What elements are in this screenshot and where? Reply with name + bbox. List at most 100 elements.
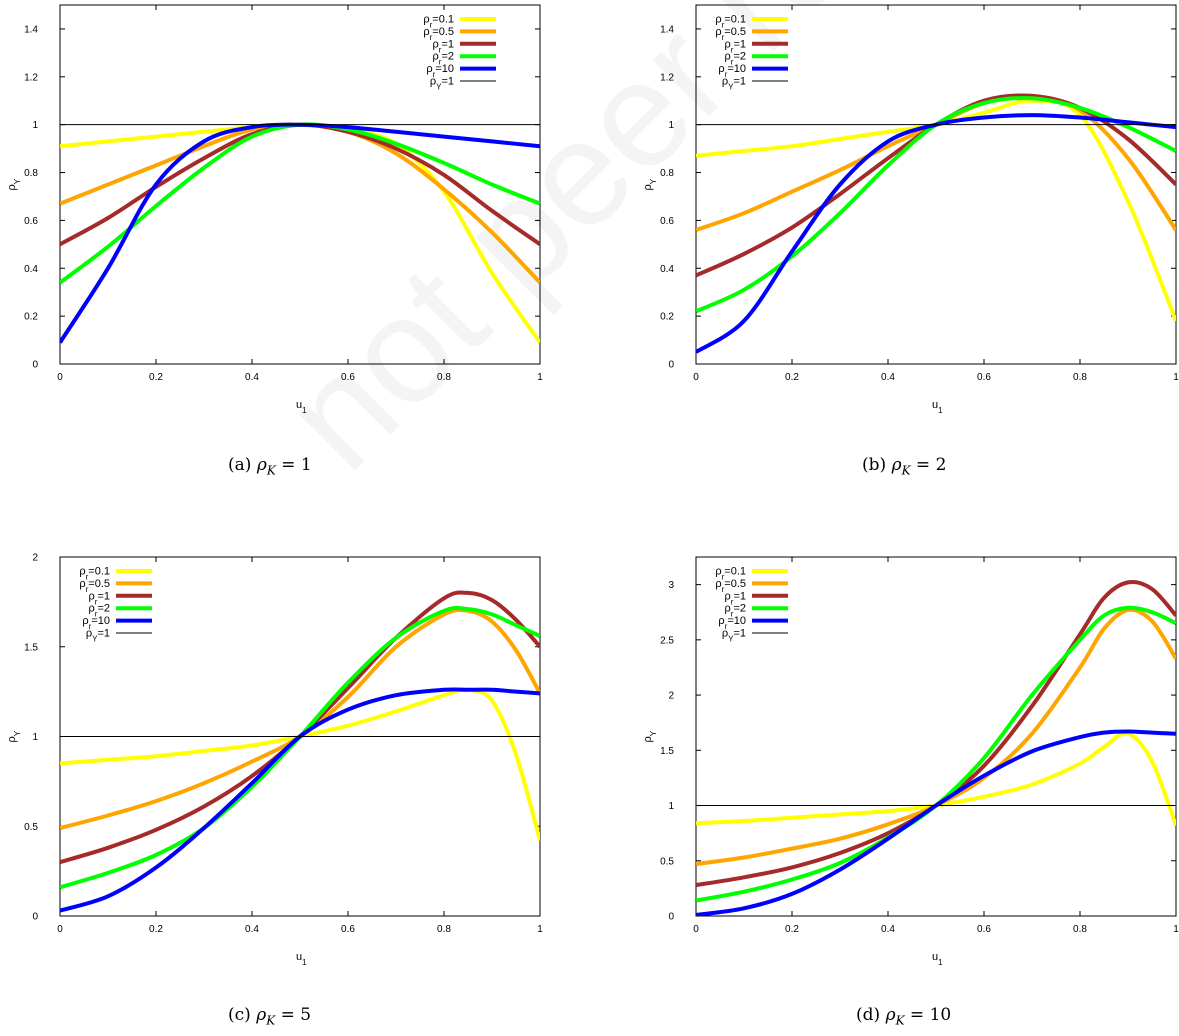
legend-label-0: ρr=0.1 — [715, 14, 746, 30]
series-line-4 — [696, 729, 1176, 916]
x-tick-label: 0.6 — [977, 924, 991, 935]
legend-label-5: ρY=1 — [722, 628, 746, 644]
y-tick-label: 1.2 — [24, 72, 38, 83]
y-tick-label: 1 — [668, 801, 674, 812]
x-tick-label: 0.4 — [881, 924, 895, 935]
y-tick-label: 1.2 — [660, 72, 674, 83]
chart-a-svg: 0 0.2 0.4 0.6 0.8 1 0 0.2 0.4 0.6 0.8 1 1.2 1.4 u1 ρY ρr… — [6, 4, 543, 415]
legend-label-5: ρY=1 — [722, 76, 746, 92]
y-tick-label: 2.5 — [660, 635, 674, 646]
caption-c: (c) ρK = 5 — [228, 1005, 312, 1028]
x-tick-label: 0.8 — [1073, 924, 1087, 935]
y-tick-label: 2 — [668, 691, 674, 702]
chart-panel-c: 0 0.2 0.4 0.6 0.8 1 0 0.5 1 1.5 2 u1 ρY ρr=0.1 ρr=0.5 ρ… — [0, 552, 560, 972]
y-tick-label: 1.4 — [660, 24, 674, 35]
chart-panel-b: 0 0.2 0.4 0.6 0.8 1 0 0.2 0.4 0.6 0.8 1 1.2 1.4 u1 ρY ρr… — [636, 0, 1179, 420]
plot-frame — [695, 556, 1177, 917]
legend-label-3: ρr=2 — [725, 603, 746, 619]
x-tick-label: 0.6 — [341, 924, 355, 935]
x-tick-label: 0.8 — [1073, 372, 1087, 383]
x-tick-label: 1 — [537, 924, 543, 935]
x-tick-label: 0.2 — [149, 924, 163, 935]
x-tick-label: 0.4 — [245, 924, 259, 935]
y-tick-label: 1.5 — [24, 642, 38, 653]
series-line-3 — [60, 605, 540, 890]
y-tick-label: 1.4 — [24, 24, 38, 35]
legend-label-3: ρr=2 — [89, 603, 110, 619]
series-line-2 — [696, 580, 1176, 888]
y-tick-label: 3 — [668, 580, 674, 591]
y-tick-label: 0.8 — [660, 168, 674, 179]
legend-label-5: ρY=1 — [86, 628, 110, 644]
y-tick-label: 0.8 — [24, 168, 38, 179]
y-tick-label: 0 — [32, 360, 38, 371]
legend-label-0: ρr=0.1 — [423, 14, 454, 30]
y-axis-title: ρY — [6, 730, 22, 742]
y-tick-label: 0.2 — [660, 312, 674, 323]
x-axis-title: u1 — [932, 951, 943, 967]
y-axis-title: ρY — [642, 178, 658, 190]
legend-label-4: ρr=10 — [82, 615, 110, 631]
x-axis-title: u1 — [932, 399, 943, 415]
chart-panel-a: 0 0.2 0.4 0.6 0.8 1 0 0.2 0.4 0.6 0.8 1 1.2 1.4 u1 ρY ρr… — [0, 0, 560, 420]
legend-label-2: ρr=1 — [725, 38, 746, 54]
x-tick-label: 0 — [57, 924, 63, 935]
caption-d: (d) ρK = 10 — [856, 1005, 952, 1028]
legend-label-1: ρr=0.5 — [715, 578, 746, 594]
series-line-0 — [696, 731, 1176, 827]
series-line-3 — [696, 605, 1176, 903]
x-tick-label: 1 — [537, 372, 543, 383]
x-tick-label: 1 — [1173, 372, 1179, 383]
y-tick-label: 0 — [32, 912, 38, 923]
y-tick-label: 0 — [668, 912, 674, 923]
x-tick-label: 0 — [57, 372, 63, 383]
chart-d-svg: 0 0.2 0.4 0.6 0.8 100.511.522.53u1ρYρr=0.1ρr=… — [642, 556, 1179, 967]
series-line-1 — [696, 607, 1176, 867]
x-tick-label: 0.8 — [437, 372, 451, 383]
y-tick-label: 0.4 — [24, 264, 38, 275]
series-line-0 — [60, 687, 540, 842]
y-tick-label: 0.5 — [24, 822, 38, 833]
series-line-0 — [60, 122, 540, 344]
plot-frame — [59, 4, 541, 365]
legend-label-4: ρr=10 — [426, 63, 454, 79]
legend-label-3: ρr=2 — [433, 51, 454, 66]
x-axis-title: u1 — [296, 951, 307, 967]
legend-label-1: ρr=0.5 — [423, 26, 454, 42]
y-tick-label: 0.2 — [24, 312, 38, 323]
y-axis-title: ρY — [6, 178, 22, 190]
x-tick-label: 0 — [693, 372, 699, 383]
chart-b-svg: 0 0.2 0.4 0.6 0.8 1 0 0.2 0.4 0.6 0.8 1 1.2 1.4 u1 ρY ρr… — [642, 4, 1179, 415]
y-tick-label: 0 — [668, 360, 674, 371]
x-tick-label: 0.2 — [785, 924, 799, 935]
x-axis-title: u1 — [296, 399, 307, 415]
y-axis-title: ρY — [642, 730, 658, 742]
legend-label-2: ρr=1 — [433, 38, 454, 54]
x-tick-label: 1 — [1173, 924, 1179, 935]
legend-label-2: ρr=1 — [89, 590, 110, 606]
x-tick-label: 0 — [693, 924, 699, 935]
x-tick-label: 0.2 — [149, 372, 163, 383]
chart-panel-d: 0 0.2 0.4 0.6 0.8 1 0 0.5 1 1.5 2 2.5 3 u1 ρY ρr=0.1 ρr=… — [636, 552, 1179, 972]
y-tick-label: 0.5 — [660, 856, 674, 867]
y-tick-label: 1 — [32, 732, 38, 743]
series-line-2 — [60, 590, 540, 865]
y-tick-label: 2 — [32, 553, 38, 564]
series-line-4 — [696, 113, 1176, 354]
legend-label-4: ρr=10 — [718, 63, 746, 79]
y-tick-label: 0.4 — [660, 264, 674, 275]
caption-a: (a) ρK = 1 — [228, 455, 312, 478]
legend-label-5: ρY=1 — [430, 76, 454, 92]
x-tick-label: 0.4 — [245, 372, 259, 383]
y-tick-label: 1 — [32, 120, 38, 131]
y-tick-label: 0.6 — [24, 216, 38, 227]
legend-label-1: ρr=0.5 — [715, 26, 746, 42]
legend-label-0: ρr=0.1 — [79, 566, 110, 582]
y-tick-label: 1.5 — [660, 746, 674, 757]
legend-label-4: ρr=10 — [718, 615, 746, 631]
x-tick-label: 0.2 — [785, 372, 799, 383]
x-tick-label: 0.8 — [437, 924, 451, 935]
y-tick-label: 0.6 — [660, 216, 674, 227]
caption-b: (b) ρK = 2 — [862, 455, 947, 478]
plot-frame — [695, 4, 1177, 365]
